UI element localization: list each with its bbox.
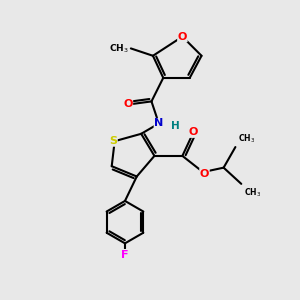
Text: O: O [123, 99, 133, 110]
Text: CH$_3$: CH$_3$ [238, 132, 255, 145]
Text: N: N [154, 118, 164, 128]
Text: CH$_3$: CH$_3$ [244, 186, 261, 199]
Text: O: O [200, 169, 209, 178]
Text: O: O [178, 32, 187, 42]
Text: F: F [121, 250, 129, 260]
Text: H: H [171, 121, 180, 131]
Text: O: O [188, 127, 197, 137]
Text: CH$_3$: CH$_3$ [109, 42, 128, 55]
Text: S: S [109, 136, 117, 146]
